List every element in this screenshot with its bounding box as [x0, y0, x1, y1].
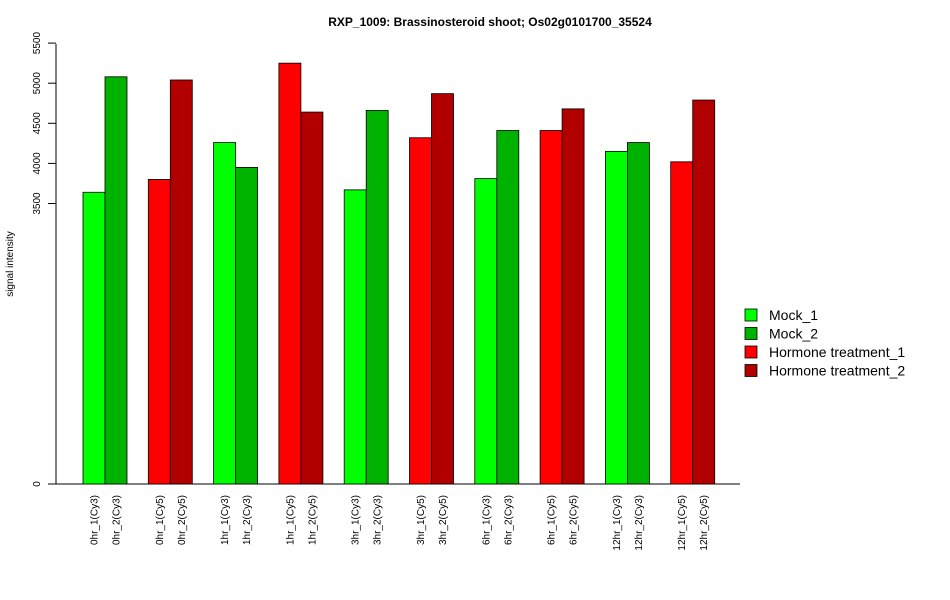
x-tick-label: 0hr_1(Cy5)	[155, 495, 166, 545]
bar	[343, 189, 367, 485]
y-tick-label: 4500	[32, 112, 43, 135]
y-axis-ticks: 0 3500 4000 4500 5000 5500	[32, 32, 56, 487]
bar	[627, 142, 650, 485]
x-tick-label: 3hr_2(Cy3)	[373, 495, 384, 545]
legend-label: Mock_2	[769, 326, 818, 342]
x-tick-label: 6hr_2(Cy3)	[503, 495, 514, 545]
bar	[365, 110, 389, 485]
legend-swatch	[744, 327, 758, 340]
x-tick-label: 1hr_1(Cy5)	[285, 495, 296, 545]
legend-swatch	[744, 308, 758, 322]
y-tick-label: 3500	[32, 192, 43, 215]
bar	[409, 137, 432, 485]
bar	[147, 179, 171, 485]
y-tick-label: 5500	[32, 32, 43, 55]
legend-label: Mock_1	[769, 307, 818, 323]
bar	[104, 76, 128, 485]
x-tick-label: 1hr_1(Cy3)	[220, 495, 231, 545]
x-tick-label: 1hr_2(Cy5)	[307, 495, 318, 545]
bar	[431, 93, 454, 485]
bar	[605, 150, 628, 485]
x-axis-tick-labels: 0hr_1(Cy3) 0hr_2(Cy3) 0hr_1(Cy5) 0hr_2(Cy5)…	[90, 495, 711, 551]
x-tick-label: 6hr_1(Cy3)	[481, 495, 492, 545]
bar	[539, 130, 563, 485]
bar	[213, 142, 237, 485]
y-axis-label: signal intensity	[5, 231, 16, 297]
x-tick-label: 3hr_1(Cy3)	[351, 495, 362, 545]
x-tick-label: 3hr_2(Cy5)	[438, 495, 449, 545]
x-tick-label: 0hr_1(Cy3)	[90, 495, 101, 545]
y-tick-label: 4000	[32, 152, 43, 175]
x-tick-label: 12hr_2(Cy3)	[634, 495, 645, 551]
x-tick-label: 0hr_2(Cy3)	[112, 495, 123, 545]
legend-label: Hormone treatment_1	[769, 344, 905, 360]
bar	[169, 79, 193, 485]
x-tick-label: 6hr_2(Cy5)	[569, 495, 580, 545]
legend: Mock_1 Mock_2 Hormone treatment_1 Hormone t…	[744, 307, 905, 379]
x-tick-label: 12hr_2(Cy5)	[699, 495, 710, 551]
chart-title: RXP_1009: Brassinosteroid shoot; Os02g01…	[328, 15, 652, 29]
bar	[474, 178, 498, 485]
x-tick-label: 1hr_2(Cy3)	[242, 495, 253, 545]
y-tick-label: 0	[32, 481, 43, 487]
legend-swatch	[744, 364, 758, 377]
x-tick-label: 3hr_1(Cy5)	[416, 495, 427, 545]
bar	[692, 99, 716, 485]
x-tick-label: 6hr_1(Cy5)	[547, 495, 558, 545]
bar	[278, 62, 302, 485]
bar	[496, 130, 520, 485]
legend-swatch	[744, 345, 758, 359]
bar	[82, 191, 106, 485]
bar	[300, 111, 324, 485]
bars-group	[82, 62, 716, 485]
bar	[235, 167, 259, 485]
bar	[561, 108, 585, 485]
x-tick-label: 12hr_1(Cy5)	[677, 495, 688, 551]
x-tick-label: 12hr_1(Cy3)	[612, 495, 623, 551]
legend-label: Hormone treatment_2	[769, 363, 905, 379]
bar	[670, 161, 694, 485]
x-tick-label: 0hr_2(Cy5)	[177, 495, 188, 545]
y-tick-label: 5000	[32, 72, 43, 95]
